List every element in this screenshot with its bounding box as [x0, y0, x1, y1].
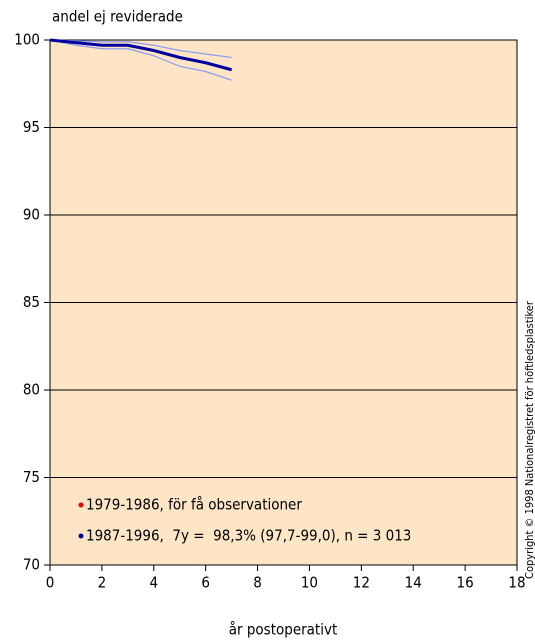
- legend-label: 1979-1986, för få observationer: [86, 496, 302, 514]
- ci-upper: [49, 39, 232, 59]
- legend-label: 1987-1996, 7y = 98,3% (97,7-99,0), n = 3…: [86, 527, 411, 545]
- x-axis-title: år postoperativt: [229, 621, 338, 639]
- copyright: Copyright © 1998 Nationalregistret för h…: [523, 300, 535, 579]
- y-tick-label: 75: [23, 468, 40, 486]
- x-tick-label: 4: [149, 574, 158, 592]
- y-tick-label: 90: [23, 206, 40, 224]
- x-tick-label: 16: [457, 574, 474, 592]
- x-tick-label: 6: [201, 574, 210, 592]
- x-tick-label: 14: [405, 574, 422, 592]
- y-tick-label: 95: [23, 118, 40, 136]
- y-tick-label: 70: [23, 556, 40, 574]
- x-tick-label: 18: [508, 574, 525, 592]
- y-tick-label: 85: [23, 293, 40, 311]
- legend-marker: [78, 533, 84, 539]
- y-tick-label: 80: [23, 381, 40, 399]
- ci-lower: [49, 39, 232, 81]
- series-line: [49, 38, 233, 72]
- y-axis-title: andel ej reviderade: [52, 8, 183, 26]
- legend-marker: [78, 502, 84, 508]
- x-tick-label: 12: [353, 574, 370, 592]
- x-tick-label: 8: [253, 574, 262, 592]
- x-tick-label: 2: [98, 574, 107, 592]
- y-tick-label: 100: [14, 31, 40, 49]
- x-tick-label: 0: [46, 574, 55, 592]
- x-tick-label: 10: [301, 574, 318, 592]
